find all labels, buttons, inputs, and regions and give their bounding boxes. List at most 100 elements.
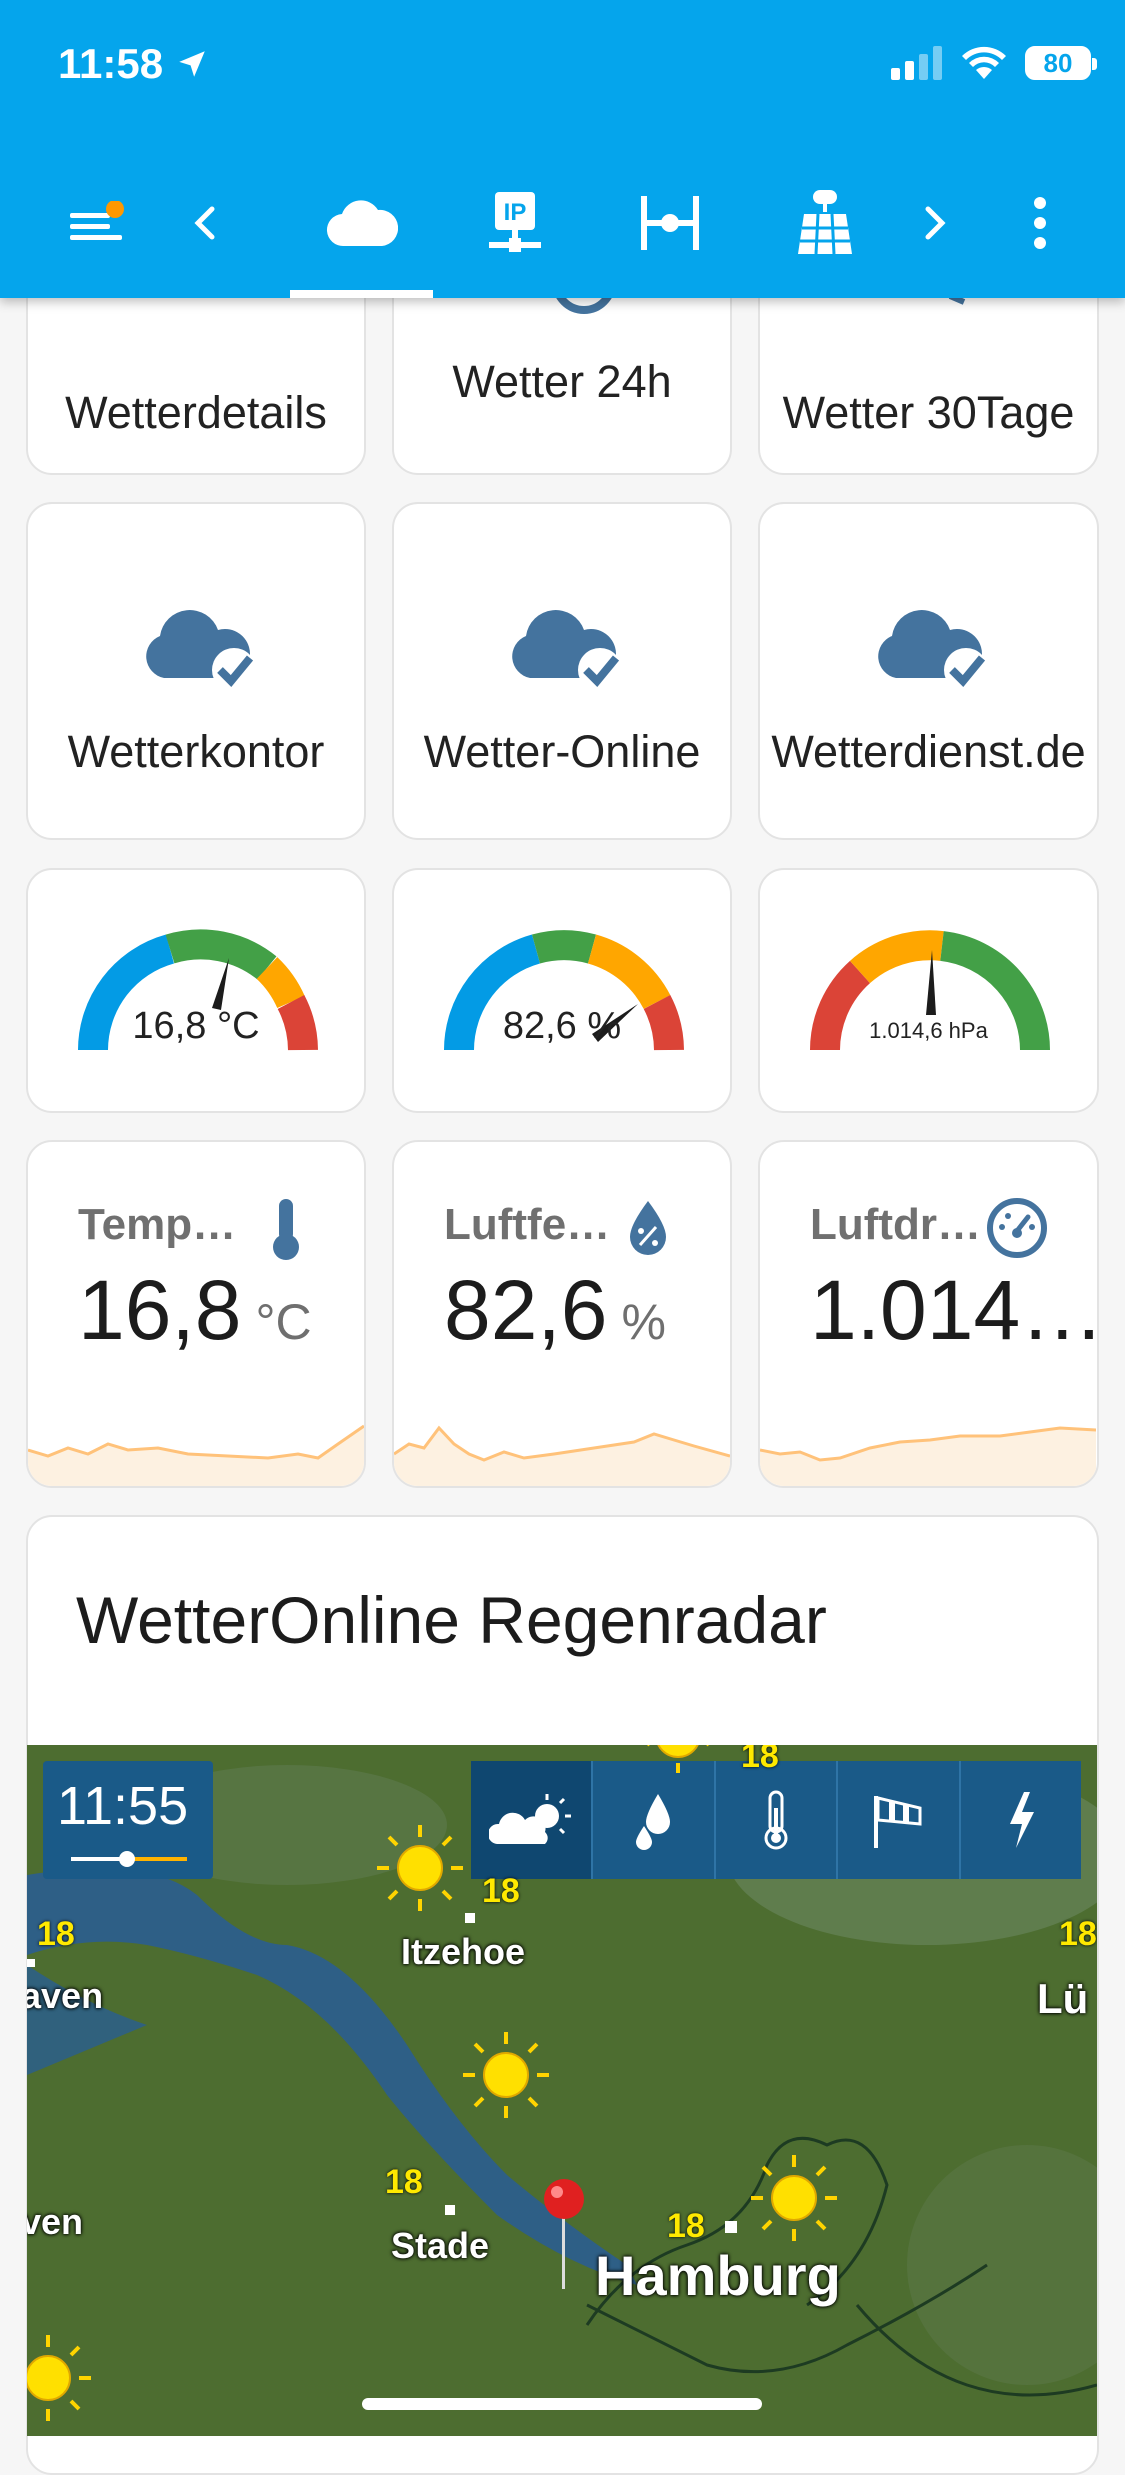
radar-layer-bar (471, 1761, 1081, 1879)
place-label: Lü (1037, 1975, 1089, 2022)
sensor-value: 1.014… (810, 1263, 1099, 1357)
radar-map[interactable]: 11:55 (27, 1745, 1097, 2436)
gauge-icon (987, 1198, 1047, 1258)
sensor-card-temperature[interactable]: Temp… 16,8 °C (26, 1140, 366, 1488)
gauge-card-humidity[interactable]: 82,6 % (392, 868, 732, 1113)
time-slider-icon (71, 1851, 187, 1867)
gauge-value: 1.014,6 hPa (869, 1018, 988, 1043)
status-time: 11:58 (58, 40, 209, 88)
active-tab-indicator (290, 290, 433, 298)
menu-button[interactable] (50, 178, 140, 268)
temperature-label: 18 (741, 1745, 779, 1775)
tab-ip-network[interactable]: IP (460, 173, 570, 273)
status-time-text: 11:58 (58, 40, 164, 87)
sensor-title: Temp… (78, 1200, 237, 1249)
sensor-value-row: 82,6% (444, 1262, 666, 1359)
sensor-value: 16,8 (78, 1263, 242, 1357)
temperature-label: 18 (37, 1915, 75, 1953)
battery-level: 80 (1043, 47, 1073, 78)
sensor-card-pressure[interactable]: Luftdr… 1.014… (758, 1140, 1099, 1488)
place-marker (445, 2205, 455, 2215)
home-indicator (362, 2398, 762, 2410)
shortcut-label: Wetter 30Tage (782, 387, 1075, 438)
temperature-label: 18 (385, 2163, 423, 2201)
shortcut-label: Wetter-Online (423, 726, 701, 777)
sensor-value-row: 16,8 °C (78, 1262, 312, 1359)
place-label: ven (27, 2201, 84, 2242)
cloud-check-icon (146, 610, 256, 692)
ip-network-icon: IP (489, 192, 541, 252)
thermometer-icon (273, 1199, 299, 1260)
layer-lightning-button[interactable] (958, 1761, 1081, 1879)
layer-temperature-button[interactable] (713, 1761, 836, 1879)
battery-indicator: 80 (1025, 46, 1097, 80)
temperature-icon (764, 1790, 788, 1850)
pressure-history-sparkline (760, 1426, 1096, 1486)
sensor-card-humidity[interactable]: Luftfe… 82,6% (392, 1140, 732, 1488)
sensor-value-row: 1.014… (810, 1262, 1099, 1359)
place-marker (725, 2221, 737, 2233)
place-label: aven (27, 1975, 104, 2016)
shortcut-card-wetterdienst[interactable]: Wetterdienst.de (758, 502, 1099, 840)
scroll-left-button[interactable] (170, 178, 240, 268)
layer-wind-button[interactable] (836, 1761, 958, 1879)
place-marker (27, 1959, 35, 1967)
layer-weather-button[interactable] (471, 1761, 592, 1879)
more-vertical-icon (1034, 197, 1046, 249)
svg-text:IP: IP (504, 199, 527, 226)
sun-icon (647, 1745, 709, 1773)
app-bar: 11:58 80 (0, 0, 1125, 298)
place-label: Hamburg (595, 2244, 841, 2307)
measure-icon (641, 196, 699, 250)
chevron-left-icon (194, 206, 215, 240)
temperature-history-sparkline (28, 1424, 364, 1486)
radar-time: 11:55 (57, 1776, 189, 1836)
sensor-value: 82,6 (444, 1263, 608, 1357)
gauge-card-pressure[interactable]: 1.014,6 hPa (758, 868, 1099, 1113)
shortcut-label: Wetterdetails (65, 387, 327, 438)
wifi-icon (962, 46, 1006, 79)
humidity-drop-icon (630, 1201, 666, 1255)
place-label: Stade (391, 2225, 490, 2266)
gauge-value: 16,8 °C (132, 1005, 260, 1047)
solar-panel-icon (798, 190, 852, 255)
temperature-gauge (78, 929, 318, 1051)
temperature-label: 18 (1059, 1915, 1097, 1953)
tab-bar: IP (0, 168, 1125, 298)
shortcut-label: Wetterdienst.de (771, 726, 1086, 777)
tab-weather[interactable] (290, 173, 433, 273)
tab-measure[interactable] (615, 173, 725, 273)
sensor-unit: % (621, 1294, 666, 1350)
shortcut-card-wetterkontor[interactable]: Wetterkontor (26, 502, 366, 840)
radar-time-box[interactable]: 11:55 (43, 1761, 213, 1879)
pressure-gauge (810, 930, 1050, 1051)
location-arrow-icon (179, 51, 205, 77)
wind-icon (874, 1796, 922, 1848)
radar-title: WetterOnline Regenradar (76, 1583, 827, 1657)
gauge-value: 82,6 % (502, 1005, 622, 1047)
more-options-button[interactable] (1010, 178, 1070, 268)
rain-icon (635, 1794, 670, 1850)
gauge-card-temperature[interactable]: 16,8 °C (26, 868, 366, 1113)
tab-solar[interactable] (770, 173, 880, 273)
sensor-title: Luftfe… (444, 1200, 611, 1249)
sun-icon (751, 2155, 837, 2241)
weather-icon (489, 1794, 572, 1844)
cloud-check-icon (512, 610, 622, 692)
place-label: Itzehoe (401, 1931, 526, 1972)
shortcut-label: Wetter 24h (452, 356, 672, 407)
temperature-label: 18 (667, 2207, 705, 2245)
menu-icon (70, 201, 124, 240)
cloud-check-icon (878, 610, 988, 692)
sun-icon (377, 1825, 463, 1911)
scroll-right-button[interactable] (900, 178, 970, 268)
place-marker (465, 1913, 475, 1923)
shortcut-card-wetter-online[interactable]: Wetter-Online (392, 502, 732, 840)
sun-icon (463, 2032, 549, 2118)
weather-cloud-icon (326, 200, 398, 247)
chevron-right-icon (925, 206, 946, 240)
cellular-signal-icon (891, 46, 942, 80)
sun-icon (27, 2335, 91, 2421)
layer-rain-button[interactable] (591, 1761, 713, 1879)
sensor-title: Luftdr… (810, 1200, 982, 1249)
